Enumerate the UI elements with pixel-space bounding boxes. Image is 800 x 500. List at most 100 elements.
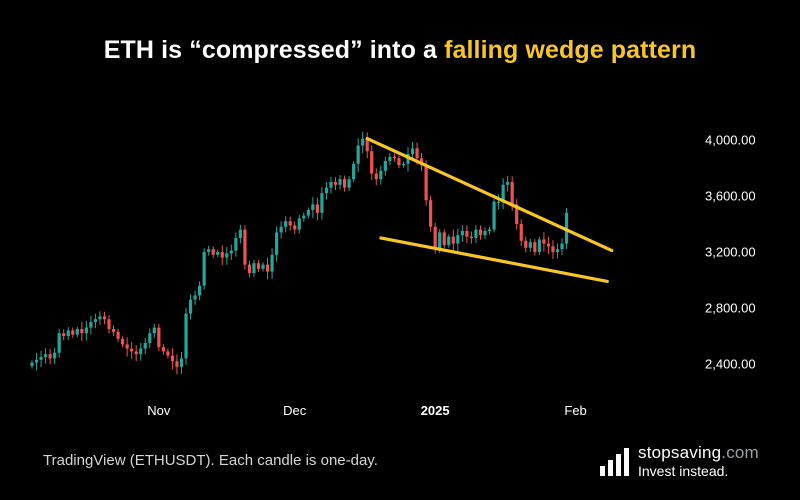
candle-down [469,236,474,238]
y-tick-label: 3,200.00 [705,245,756,260]
candle-down [62,333,66,336]
candle-up [30,362,34,367]
candle-down [419,158,424,166]
candle-down [211,249,215,255]
candle-down [370,151,374,174]
candle-down [374,173,378,180]
candle-up [270,254,274,272]
candle-down [243,229,247,265]
candle-up [320,193,324,213]
y-tick-label: 4,000.00 [705,133,756,148]
candle-up [352,163,356,180]
candle-down [510,182,514,205]
candle-down [465,231,469,237]
candle-down [415,148,419,159]
candle-up [297,218,301,230]
candle-up [252,263,256,273]
candle-up [53,352,57,359]
candle-down [134,351,138,355]
candle-up [234,238,238,251]
candle-up [184,313,188,359]
candle-up [329,182,333,188]
wedge-lines [365,137,614,283]
candle-up [487,229,492,231]
candle-up [89,322,93,328]
wedge-line-lower [379,236,609,283]
candle-up [474,229,478,238]
candle-up [311,204,315,210]
candle-down [265,264,270,272]
candle-up [496,201,501,203]
candle-up [238,229,242,238]
bar-chart-icon [600,448,629,476]
candle-down [524,240,528,248]
candle-up [143,343,147,349]
candle-up [492,201,496,230]
candle-up [410,148,415,154]
candle-up [460,231,464,236]
candle-down [71,330,75,335]
candle-up [560,243,564,250]
candle-down [125,344,129,349]
candle-up [84,327,88,334]
candle-up [34,359,39,363]
x-tick-label: Dec [283,403,307,418]
candle-down [111,329,116,332]
candle-up [401,163,406,166]
candle-down [333,182,338,185]
candle-up [229,250,233,254]
candle-up [284,221,288,227]
candle-up [379,170,383,180]
brand-name-main: stopsaving [638,443,722,462]
candle-down [429,200,433,227]
brand-logo-block: stopsaving.com Invest instead. [598,442,776,482]
x-tick-label: Feb [564,403,586,418]
candle-down [519,224,523,241]
candle-down [515,204,519,224]
candle-up [198,285,202,296]
brand-name: stopsaving.com [638,443,759,463]
candle-down [130,348,134,352]
y-tick-label: 2,400.00 [705,357,756,372]
candle-up [383,161,387,171]
candle-down [166,351,170,356]
candle-up [57,333,61,353]
candle-up [152,327,156,334]
candle-up [506,182,510,185]
source-caption: TradingView (ETHUSDT). Each candle is on… [43,452,378,469]
candle-up [306,210,310,216]
candle-up [302,215,306,219]
candle-up [75,329,79,335]
candle-up [347,179,351,188]
candle-up [98,316,102,320]
brand-tagline: Invest instead. [638,463,729,479]
candle-up [261,264,265,269]
candle-down [161,347,165,352]
candle-up [483,231,487,236]
candle-up [438,232,442,250]
candle-down [121,338,125,345]
candle-up [207,249,211,252]
x-tick-label: Nov [147,403,171,418]
candle-up [447,236,451,245]
candle-up [537,239,541,252]
candle-up [139,348,143,355]
candle-down [442,232,446,245]
candle-up [202,252,206,286]
candle-down [551,246,555,252]
candle-up [388,156,392,161]
candle-up [279,226,283,233]
candle-up [179,358,184,367]
candle-down [342,179,347,188]
wedge-line-upper [365,137,614,253]
candle-down [315,204,319,213]
candle-up [66,330,70,336]
candle-up [193,295,197,300]
candle-down [175,361,179,367]
candle-up [528,242,532,248]
x-axis: Nov Dec 2025 Feb [147,403,587,418]
title-prefix: ETH is “compressed” into a [103,36,445,64]
candle-up [275,232,279,255]
candle-up [225,253,229,258]
